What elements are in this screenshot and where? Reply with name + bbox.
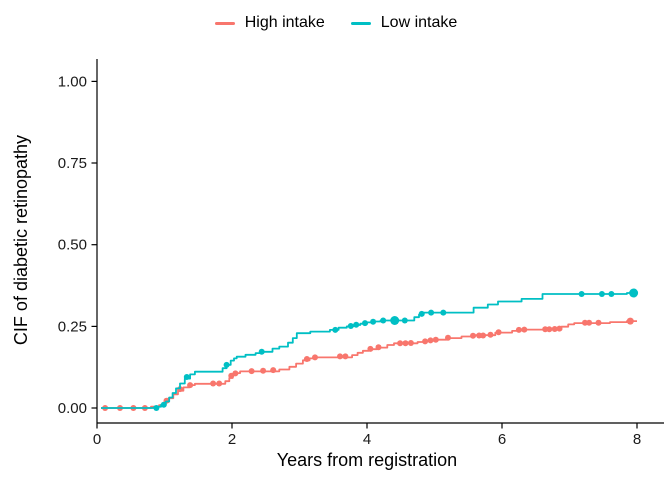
censor-mark-high-intake <box>402 340 409 347</box>
censor-mark-high-intake <box>367 345 374 352</box>
censor-mark-high-intake <box>495 329 502 336</box>
censor-mark-high-intake <box>312 354 318 361</box>
censor-mark-high-intake <box>210 380 217 387</box>
censor-mark-high-intake <box>342 353 349 360</box>
censor-mark-low-intake <box>428 309 435 316</box>
censor-mark-high-intake <box>556 325 563 332</box>
legend-line-swatch-high-intake <box>214 21 235 25</box>
censor-mark-high-intake <box>375 344 382 351</box>
censor-mark-low-intake <box>401 317 408 324</box>
censor-mark-high-intake <box>303 356 310 362</box>
censor-mark-high-intake <box>582 319 588 326</box>
censor-mark-high-intake <box>232 370 239 377</box>
censor-mark-low-intake <box>353 321 360 328</box>
x-tick-label: 4 <box>363 431 371 448</box>
axes <box>96 59 664 424</box>
y-tick-label: 0.00 <box>58 400 87 417</box>
y-tick-label: 0.75 <box>58 155 87 172</box>
censor-mark-high-intake <box>407 340 414 346</box>
censor-mark-low-intake <box>347 323 354 329</box>
series-high-intake <box>101 317 637 411</box>
censor-mark-high-intake <box>595 319 602 326</box>
censor-mark-high-intake <box>187 382 194 389</box>
legend-label-low-intake: Low intake <box>380 14 458 31</box>
censor-mark-low-intake <box>160 401 167 408</box>
censor-mark-low-intake <box>332 326 339 333</box>
censor-mark-high-intake <box>260 367 267 374</box>
x-tick-label: 2 <box>228 431 236 448</box>
legend-label-high-intake: High intake <box>244 14 325 31</box>
censor-mark-high-intake <box>397 340 404 347</box>
censor-mark-high-intake <box>546 326 553 333</box>
censor-mark-low-intake <box>370 318 377 325</box>
censor-mark-low-intake <box>598 291 605 297</box>
censor-mark-high-intake <box>216 380 223 387</box>
censor-mark-low-intake <box>223 361 230 368</box>
censor-mark-high-intake <box>586 319 593 326</box>
legend: High intake Low intake <box>0 12 672 34</box>
y-tick-label: 0.25 <box>58 318 87 335</box>
censor-mark-high-intake <box>480 332 487 339</box>
y-tick-label: 1.00 <box>58 73 87 90</box>
legend-item-high-intake: High intake <box>214 14 325 32</box>
censor-mark-low-intake <box>418 310 425 317</box>
censor-mark-low-intake <box>183 374 190 380</box>
censor-mark-high-intake <box>270 367 277 374</box>
x-axis-ticks: 0 2 4 6 8 <box>93 423 641 448</box>
censor-mark-high-intake <box>515 326 522 333</box>
censor-mark-low-intake <box>380 317 387 324</box>
censor-mark-low-intake <box>258 348 265 355</box>
censor-mark-high-intake <box>432 336 439 343</box>
censor-mark-high-intake <box>427 337 434 344</box>
censor-mark-low-intake <box>440 309 447 316</box>
x-tick-label: 0 <box>93 431 101 448</box>
censor-mark-high-intake <box>542 326 549 333</box>
y-tick-label: 0.50 <box>58 237 87 254</box>
censor-mark-high-intake <box>470 332 476 339</box>
x-tick-label: 8 <box>633 431 641 448</box>
censor-mark-high-intake <box>626 317 634 325</box>
censor-mark-low-intake <box>153 405 160 411</box>
censor-mark-high-intake <box>337 353 343 360</box>
censor-mark-high-intake <box>521 326 528 333</box>
legend-item-low-intake: Low intake <box>350 14 458 32</box>
series-low-intake <box>101 288 639 411</box>
censor-mark-high-intake <box>551 326 558 332</box>
censor-mark-high-intake <box>445 334 451 341</box>
censor-mark-high-intake <box>248 368 255 375</box>
x-tick-label: 6 <box>498 431 506 448</box>
censor-mark-low-intake <box>608 291 615 297</box>
y-axis-ticks: 0.00 0.25 0.50 0.75 1.00 <box>58 73 97 417</box>
censor-mark-low-intake <box>578 291 585 297</box>
censor-mark-low-intake <box>629 288 639 298</box>
censor-mark-low-intake <box>362 320 368 327</box>
censor-mark-high-intake <box>422 338 429 345</box>
censor-mark-low-intake <box>390 316 400 325</box>
step-curve-high-intake <box>101 320 637 409</box>
censor-mark-high-intake <box>487 331 494 338</box>
y-axis-title: CIF of diabetic retinopathy <box>11 134 31 346</box>
x-axis-title: Years from registration <box>276 450 458 470</box>
legend-line-swatch-low-intake <box>350 21 371 25</box>
